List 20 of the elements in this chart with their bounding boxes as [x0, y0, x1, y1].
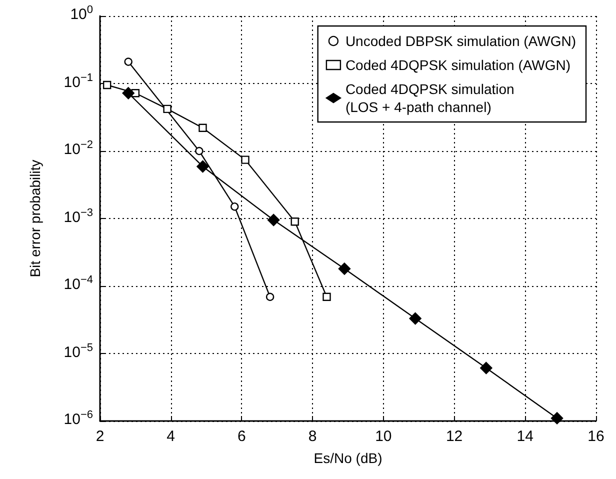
x-axis-title: Es/No (dB) — [314, 450, 382, 466]
x-tick-label: 16 — [588, 428, 604, 445]
x-tick-label: 4 — [166, 428, 176, 445]
y-tick-label: 10$^{−3}$ — [64, 206, 93, 228]
x-tick-label: 14 — [516, 428, 534, 445]
y-tick-label: 10$^{−4}$ — [64, 274, 93, 295]
x-tick-label: 2 — [96, 428, 104, 445]
y-tick-label: 10$^{0}$ — [70, 4, 93, 25]
x-tick-label: 8 — [308, 428, 317, 445]
legend-label: Coded 4DQPSK simulation (LOS + 4-path channel) — [345, 81, 514, 115]
legend-label: Uncoded DBPSK simulation (AWGN) — [345, 33, 576, 49]
x-tick-label: 10 — [375, 428, 392, 445]
y-tick-label: 10$^{−1}$ — [64, 72, 93, 92]
y-tick-label: 10$^{−6}$ — [64, 409, 93, 430]
y-tick-label: 10$^{−5}$ — [64, 342, 93, 362]
legend-label: Coded 4DQPSK simulation (AWGN) — [345, 57, 571, 73]
x-tick-label: 12 — [446, 428, 463, 445]
y-axis-title: Bit error probability — [27, 160, 43, 278]
x-tick-label: 6 — [238, 428, 246, 445]
y-tick-label: 10$^{−2}$ — [64, 139, 93, 160]
